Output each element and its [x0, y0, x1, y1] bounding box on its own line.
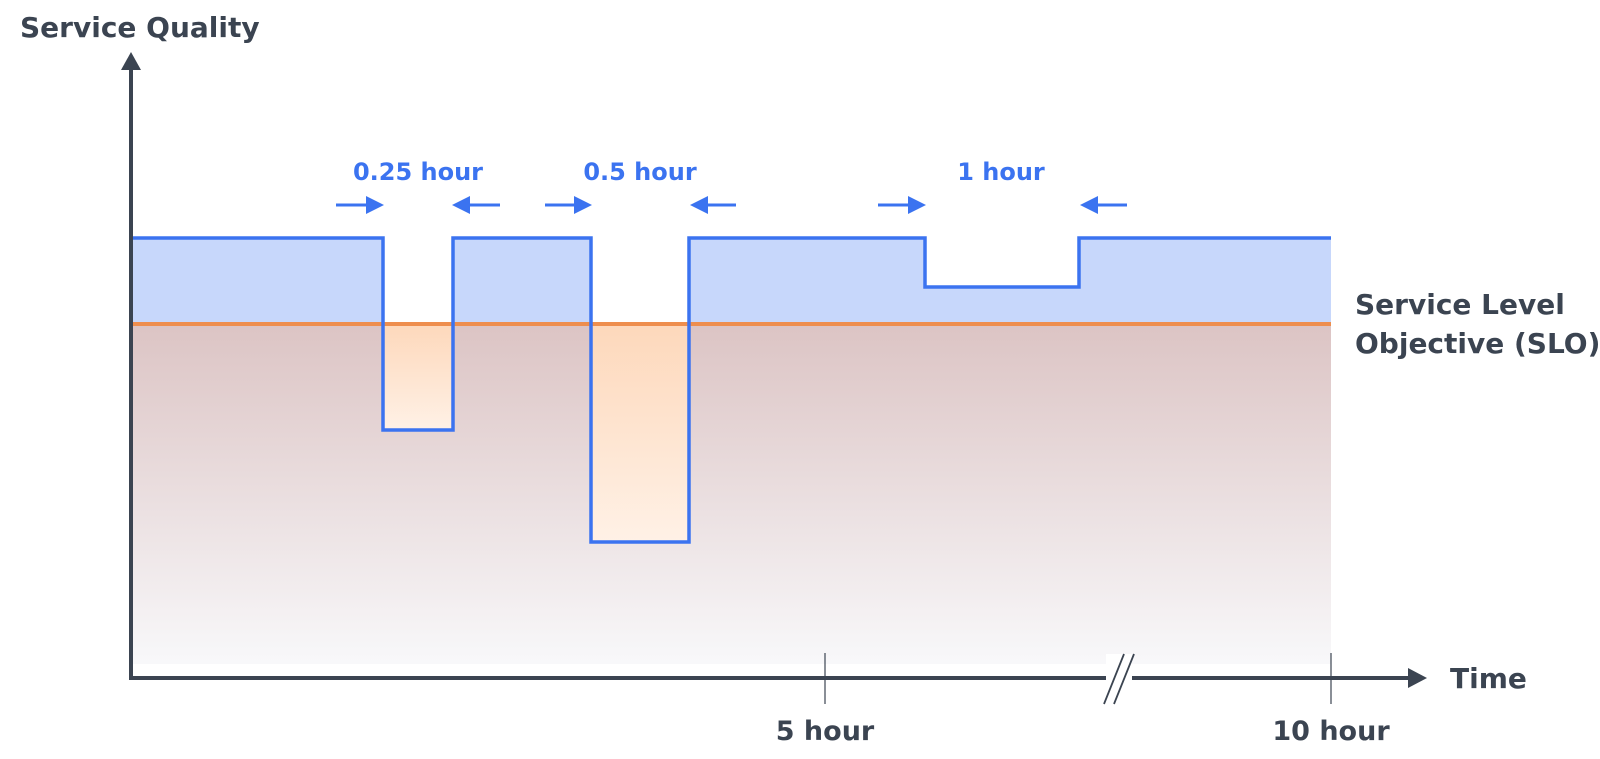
- quality-above-slo-fill: [131, 238, 1331, 324]
- arrow-right-icon: [878, 196, 926, 214]
- breach-fill-2: [591, 324, 689, 542]
- arrow-left-icon: [690, 196, 736, 214]
- tick-label-5-hour: 5 hour: [776, 716, 875, 747]
- axis-break-icon: [1103, 653, 1135, 705]
- x-axis-label: Time: [1450, 662, 1527, 695]
- dip-duration-label-2: 0.5 hour: [583, 158, 697, 186]
- arrow-right-icon: [545, 196, 592, 214]
- arrow-left-icon: [452, 196, 500, 214]
- slo-label-line1: Service Level: [1355, 288, 1565, 321]
- below-slo-region: [131, 324, 1331, 664]
- tick-label-10-hour: 10 hour: [1272, 716, 1390, 747]
- arrow-right-icon: [336, 196, 384, 214]
- y-axis-label: Service Quality: [20, 11, 260, 44]
- dip-duration-label-3: 1 hour: [957, 158, 1045, 186]
- y-axis-arrow-icon: [121, 52, 141, 70]
- breach-fill-1: [383, 324, 453, 430]
- dip-duration-label-1: 0.25 hour: [353, 158, 483, 186]
- arrow-left-icon: [1080, 196, 1127, 214]
- duration-arrows: [336, 196, 1127, 214]
- slo-label-line2: Objective (SLO): [1355, 327, 1600, 360]
- x-axis-arrow-icon: [1408, 668, 1427, 688]
- service-quality-line: [131, 236, 1331, 544]
